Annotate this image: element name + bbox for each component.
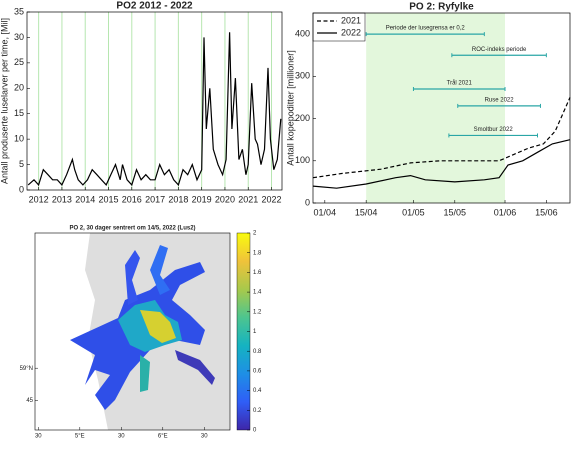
y-tick-label: 30	[14, 32, 24, 42]
y-tick-label: 25	[14, 57, 24, 67]
series-line	[312, 97, 571, 179]
x-tick-label: 2021	[238, 194, 258, 204]
x-tick-label: 5°E	[75, 434, 85, 440]
legend-label: 2022	[341, 27, 361, 37]
chart-title: PO 2, 30 dager sentrert om 14/5, 2022 (L…	[69, 226, 195, 232]
x-tick-label: 2020	[215, 194, 235, 204]
x-tick-label: 2015	[98, 194, 118, 204]
y-tick-label: 5	[19, 159, 24, 169]
series-line	[312, 139, 571, 189]
x-tick-label: 15/04	[355, 207, 378, 217]
colorbar-tick-label: 2	[253, 231, 257, 237]
axes-frame	[26, 11, 283, 191]
y-tick-label: 300	[295, 71, 310, 81]
data-line	[27, 32, 282, 187]
map-drawing	[35, 233, 230, 430]
annotation-label: Ruse 2022	[485, 97, 515, 103]
colorbar-tick-label: 1.6	[253, 270, 262, 276]
axes-frame	[312, 12, 571, 204]
chart-title: PO2 2012 - 2022	[116, 1, 193, 12]
fjord-region	[140, 355, 150, 392]
legend-box	[312, 12, 366, 42]
colorbar-tick-label: 0	[253, 428, 257, 434]
x-tick-label: 01/05	[402, 207, 425, 217]
colorbar-tick-label: 1.8	[253, 250, 262, 256]
y-tick-label: 20	[14, 83, 24, 93]
x-tick-label: 2014	[75, 194, 95, 204]
x-tick-label: 2016	[122, 194, 142, 204]
colorbar-tick-label: 0.6	[253, 368, 262, 374]
x-tick-label: 2017	[145, 194, 165, 204]
x-tick-label: 2012	[29, 194, 49, 204]
y-axis-label: Antall produserte luselarver per time, […	[0, 18, 9, 184]
y-tick-label: 15	[14, 108, 24, 118]
y-tick-label: 59°N	[20, 366, 33, 372]
y-tick-label: 0	[19, 184, 24, 194]
y-tick-label: 100	[295, 155, 310, 165]
x-tick-label: 15/05	[444, 207, 467, 217]
colorbar-tick-label: 1.2	[253, 309, 262, 315]
annotation-label: Smoltbur 2022	[474, 127, 514, 133]
x-tick-label: 2022	[262, 194, 282, 204]
chart-title: PO 2: Ryfylke	[409, 2, 474, 13]
fjord-region	[125, 250, 140, 305]
x-tick-label: 2013	[52, 194, 72, 204]
colorbar-tick-label: 1	[253, 329, 257, 335]
sea	[35, 233, 108, 430]
x-tick-label: 2019	[192, 194, 212, 204]
x-tick-label: 30	[201, 434, 208, 440]
x-tick-label: 30	[118, 434, 125, 440]
y-tick-label: 0	[305, 197, 310, 207]
x-tick-label: 15/06	[535, 207, 558, 217]
colorbar-tick-label: 0.4	[253, 388, 262, 394]
fjord-region	[140, 310, 176, 343]
annotation-label: Periode der lusegrensa er 0,2	[386, 26, 466, 32]
colorbar-tick-label: 0.8	[253, 349, 262, 355]
fjord-region	[150, 245, 170, 295]
x-tick-label: 30	[35, 434, 42, 440]
annotation-label: ROC-indeks periode	[472, 47, 527, 53]
y-axis-label: Antall kopepoditter [millioner]	[285, 50, 295, 166]
y-tick-label: 400	[295, 28, 310, 38]
colorbar-tick-label: 0.2	[253, 408, 262, 414]
y-tick-label: 200	[295, 113, 310, 123]
map-axes	[34, 232, 231, 431]
colorbar-tick-label: 1.4	[253, 290, 262, 296]
y-tick-label: 45	[26, 398, 33, 404]
annotation-label: Trål 2021	[447, 80, 473, 87]
x-tick-label: 01/06	[494, 207, 517, 217]
x-tick-label: 2018	[168, 194, 188, 204]
fjord-region	[175, 350, 215, 385]
x-tick-label: 01/04	[314, 207, 337, 217]
y-tick-label: 35	[14, 6, 24, 16]
y-tick-label: 10	[14, 134, 24, 144]
x-tick-label: 6°E	[158, 434, 168, 440]
shaded-region	[366, 13, 506, 203]
legend-label: 2021	[341, 15, 361, 25]
